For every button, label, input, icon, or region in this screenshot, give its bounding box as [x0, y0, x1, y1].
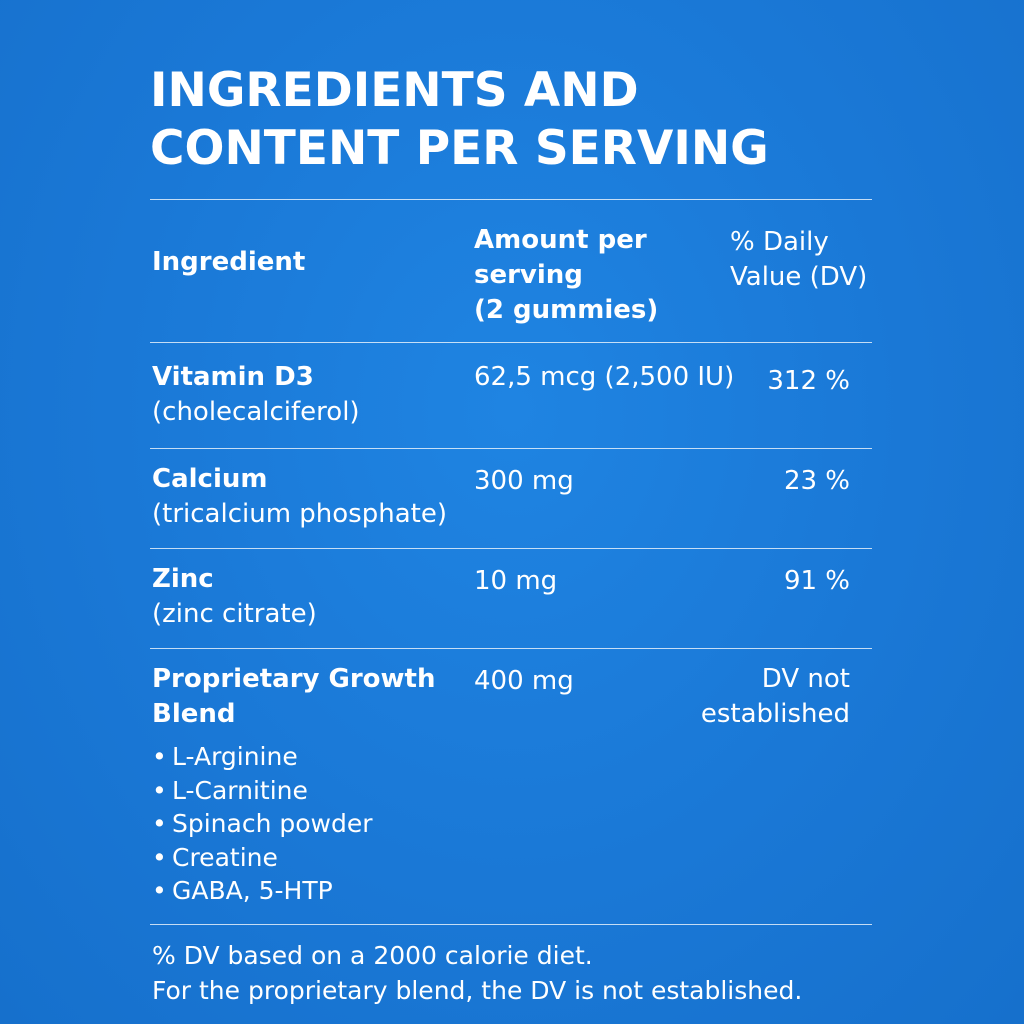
divider-top	[150, 199, 872, 200]
header-amount-line-2: serving	[474, 260, 583, 290]
divider-row-1	[150, 448, 872, 449]
title-line-1: INGREDIENTS AND	[150, 63, 639, 118]
table-row-blend-ingredient: Proprietary Growth Blend	[152, 662, 436, 732]
list-item: • L-Arginine	[152, 742, 298, 771]
dv-line-2: established	[700, 699, 850, 729]
table-row-zinc-ingredient: Zinc (zinc citrate)	[152, 562, 317, 632]
divider-row-3	[150, 648, 872, 649]
table-row-blend-amount: 400 mg	[474, 666, 574, 696]
header-amount-line-3: (2 gummies)	[474, 295, 659, 325]
ingredient-name: Vitamin D3	[152, 362, 314, 392]
header-ingredient: Ingredient	[152, 247, 306, 277]
title-line-2: CONTENT PER SERVING	[150, 121, 769, 176]
list-item: • Spinach powder	[152, 809, 373, 838]
divider-bottom	[150, 924, 872, 925]
table-row-zinc-amount: 10 mg	[474, 566, 558, 596]
table-row-calcium-amount: 300 mg	[474, 466, 574, 496]
ingredient-name-line-2: Blend	[152, 699, 236, 729]
table-row-vitamin-d3-amount: 62,5 mcg (2,500 IU)	[474, 362, 735, 392]
header-daily-value: % Daily Value (DV)	[730, 225, 867, 295]
footnote-line-2: For the proprietary blend, the DV is not…	[152, 976, 803, 1005]
header-dv-line-2: Value (DV)	[730, 262, 868, 292]
footnote-line-1: % DV based on a 2000 calorie diet.	[152, 941, 593, 970]
divider-row-2	[150, 548, 872, 549]
header-amount: Amount per serving (2 gummies)	[474, 223, 658, 328]
header-dv-line-1: % Daily	[730, 227, 829, 257]
dv-line-1: DV not	[761, 664, 850, 694]
table-row-calcium-ingredient: Calcium (tricalcium phosphate)	[152, 462, 447, 532]
footnote: % DV based on a 2000 calorie diet. For t…	[152, 938, 802, 1008]
divider-header	[150, 342, 872, 343]
ingredient-name: Calcium	[152, 464, 268, 494]
ingredient-name-line-1: Proprietary Growth	[152, 664, 436, 694]
list-item: • L-Carnitine	[152, 775, 308, 805]
ingredient-source: (tricalcium phosphate)	[152, 499, 447, 529]
blend-components-list: • L-Arginine • L-Carnitine • Spinach powder…	[152, 740, 373, 908]
table-row-vitamin-d3-ingredient: Vitamin D3 (cholecalciferol)	[152, 360, 360, 430]
ingredient-source: (cholecalciferol)	[152, 397, 360, 427]
list-item: • Creatine	[152, 842, 278, 872]
list-item: • GABA, 5-HTP	[152, 876, 333, 905]
ingredient-name: Zinc	[152, 564, 214, 594]
table-row-zinc-dv: 91 %	[783, 566, 850, 596]
table-row-blend-dv: DV not established	[701, 662, 850, 732]
header-amount-line-1: Amount per	[474, 225, 647, 255]
ingredient-source: (zinc citrate)	[152, 599, 317, 629]
table-row-calcium-dv: 23 %	[783, 466, 850, 496]
table-row-vitamin-d3-dv: 312 %	[767, 366, 850, 396]
page-title: INGREDIENTS AND CONTENT PER SERVING	[150, 62, 890, 178]
